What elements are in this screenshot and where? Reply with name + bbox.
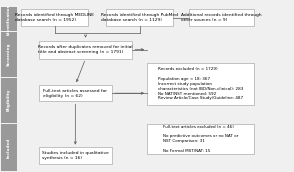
FancyBboxPatch shape (147, 63, 254, 105)
FancyBboxPatch shape (1, 78, 17, 123)
Text: Additional records identified through
other sources (n = 9): Additional records identified through ot… (181, 13, 262, 22)
Text: Records identified through PubMed
database search (n = 1129): Records identified through PubMed databa… (101, 13, 178, 22)
Text: Studies included in qualitative
synthesis (n = 16): Studies included in qualitative synthesi… (42, 151, 109, 160)
Text: Full-text articles assessed for
eligibility (n = 62): Full-text articles assessed for eligibil… (43, 89, 107, 98)
FancyBboxPatch shape (1, 7, 17, 31)
FancyBboxPatch shape (21, 9, 88, 26)
FancyBboxPatch shape (189, 9, 254, 26)
FancyBboxPatch shape (39, 147, 112, 164)
Text: Records after duplicates removed for initial
title and abstract screening (n = 1: Records after duplicates removed for ini… (38, 45, 133, 54)
Text: Records excluded (n = 1729)

Population age < 18: 367
Incorrect study population: Records excluded (n = 1729) Population a… (158, 67, 243, 100)
Text: Records identified through MEDLINE
database search (n = 1952): Records identified through MEDLINE datab… (15, 13, 94, 22)
FancyBboxPatch shape (147, 124, 254, 154)
Text: Identification: Identification (7, 3, 11, 35)
FancyBboxPatch shape (1, 124, 17, 171)
Text: Eligibility: Eligibility (7, 89, 11, 111)
FancyBboxPatch shape (1, 31, 17, 77)
Text: Screening: Screening (7, 42, 11, 66)
FancyBboxPatch shape (39, 41, 132, 59)
FancyBboxPatch shape (39, 85, 112, 101)
Text: Full-text articles excluded (n = 46)

No predictive outcomes or no NAT or
NST Co: Full-text articles excluded (n = 46) No … (163, 125, 238, 153)
FancyBboxPatch shape (106, 9, 173, 26)
Text: Included: Included (7, 137, 11, 158)
